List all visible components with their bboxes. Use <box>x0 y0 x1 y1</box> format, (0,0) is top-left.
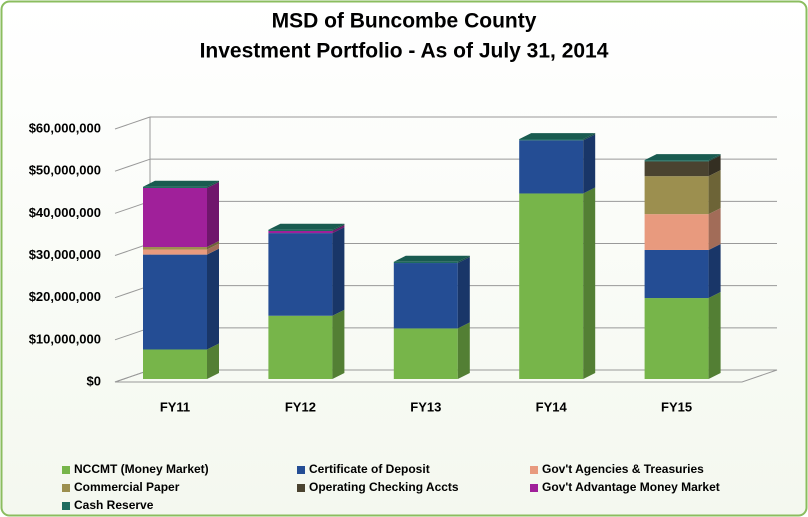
legend-swatch <box>297 466 305 474</box>
chart-title: MSD of Buncombe County <box>272 10 537 33</box>
bar-segment <box>519 139 584 141</box>
bar-segment-side <box>207 243 219 255</box>
bar-segment-side <box>332 309 345 379</box>
bar-segment <box>393 328 458 379</box>
x-tick-label: FY15 <box>661 399 692 414</box>
legend-swatch <box>62 484 70 492</box>
bar-segment <box>519 140 584 194</box>
legend-swatch <box>62 502 70 510</box>
bar-segment <box>393 263 458 329</box>
bar-segment <box>644 298 709 379</box>
bar-segment-side <box>207 180 219 188</box>
bar-segment-side <box>207 181 219 248</box>
bar-segment-side <box>708 208 721 250</box>
y-tick-label: $60,000,000 <box>29 120 101 135</box>
grid-line-side <box>114 158 151 172</box>
x-tick-label: FY13 <box>410 399 441 414</box>
legend-label: NCCMT (Money Market) <box>74 462 209 476</box>
bar-segment-side <box>708 155 721 177</box>
bar-segment <box>519 193 584 379</box>
bar-segment-side <box>457 322 470 379</box>
legend-swatch <box>62 466 70 474</box>
bar-segment <box>143 187 207 248</box>
y-tick-label: $30,000,000 <box>29 247 101 262</box>
bar-segment-side <box>207 241 219 250</box>
bar-segment <box>644 160 709 162</box>
bar-top <box>143 180 219 187</box>
bar-segment-side <box>708 243 721 299</box>
y-tick-label: $50,000,000 <box>29 163 101 178</box>
bar-segment-side <box>457 257 470 329</box>
bar-segment <box>393 261 458 264</box>
x-tick-label: FY12 <box>285 399 316 414</box>
bar-top <box>393 255 470 262</box>
legend-label: Cash Reserve <box>74 498 154 512</box>
bar-segment-side <box>207 343 219 379</box>
legend-swatch <box>297 484 305 492</box>
bar-segment-side <box>207 248 219 350</box>
bar-segment <box>143 254 207 350</box>
legend-label: Operating Checking Accts <box>309 480 459 494</box>
bar-segment <box>268 233 333 316</box>
bar-segment-side <box>332 227 345 316</box>
bar-segment-side <box>332 223 345 231</box>
x-tick-label: FY11 <box>160 399 190 414</box>
legend-swatch <box>530 466 538 474</box>
bar-segment-side <box>332 224 345 234</box>
bar-segment <box>268 230 333 234</box>
y-tick-label: $10,000,000 <box>29 331 101 346</box>
bar-segment-side <box>583 134 596 194</box>
bar-top <box>268 223 345 230</box>
y-tick-label: $20,000,000 <box>29 289 101 304</box>
grid-line-side <box>114 116 151 130</box>
legend-label: Gov't Agencies & Treasuries <box>542 462 704 476</box>
bar-segment-side <box>708 154 721 162</box>
bar-segment <box>143 249 207 255</box>
x-tick-label: FY14 <box>536 399 568 414</box>
legend-label: Certificate of Deposit <box>309 462 430 476</box>
bar-segment-side <box>708 170 721 215</box>
bar-segment <box>143 186 207 188</box>
bar-segment-side <box>583 187 596 379</box>
legend-swatch <box>530 484 538 492</box>
y-tick-label: $0 <box>87 373 101 388</box>
bar-segment <box>644 214 709 250</box>
bar-segment <box>143 247 207 250</box>
bar-segment <box>644 249 709 299</box>
chart-subtitle: Investment Portfolio - As of July 31, 20… <box>200 40 609 63</box>
bar-segment-side <box>583 133 596 141</box>
bar-segment <box>644 176 709 215</box>
bar-segment <box>644 161 709 177</box>
bar-segment <box>143 349 207 379</box>
bar-segment <box>268 229 333 231</box>
bar-top <box>644 154 721 161</box>
legend-label: Gov't Advantage Money Market <box>542 480 720 494</box>
bar-segment <box>268 315 333 379</box>
bar-top <box>519 133 596 140</box>
y-tick-label: $40,000,000 <box>29 205 101 220</box>
bar-segment-side <box>708 292 721 379</box>
bar-segment-side <box>457 255 470 264</box>
legend-label: Commercial Paper <box>74 480 180 494</box>
